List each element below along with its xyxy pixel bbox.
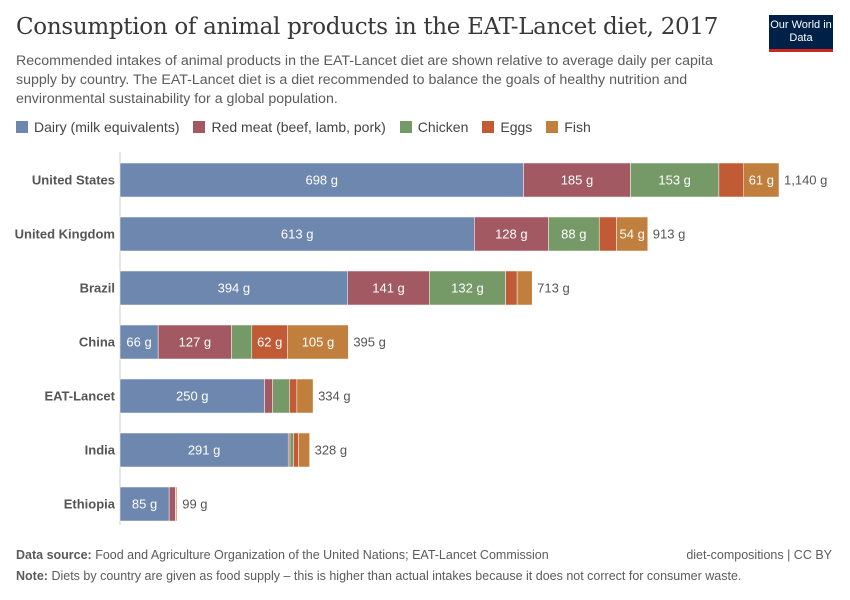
- data-source: Data source: Food and Agriculture Organi…: [16, 548, 549, 562]
- category-label: EAT-Lancet: [44, 389, 115, 404]
- segment-label: 291 g: [188, 443, 221, 458]
- bar-segment: [289, 432, 294, 468]
- legend: Dairy (milk equivalents) Red meat (beef, …: [16, 119, 591, 135]
- note: Note: Diets by country are given as food…: [16, 569, 741, 583]
- source-text: Food and Agriculture Organization of the…: [95, 548, 549, 562]
- legend-label: Dairy (milk equivalents): [34, 119, 180, 135]
- category-label: United Kingdom: [15, 227, 115, 242]
- total-label: 334 g: [318, 389, 351, 404]
- bar-segment: [743, 162, 780, 198]
- segment-label: 132 g: [451, 281, 484, 296]
- bar-segment: [168, 486, 176, 522]
- legend-item[interactable]: Red meat (beef, lamb, pork): [193, 119, 386, 135]
- legend-item[interactable]: Fish: [546, 119, 591, 135]
- segment-label: 128 g: [495, 227, 528, 242]
- segment-label: 105 g: [302, 335, 335, 350]
- bar-segment: [251, 324, 288, 360]
- segment-label: 185 g: [561, 173, 594, 188]
- bar-segment: [175, 486, 178, 522]
- segment-label: 613 g: [281, 227, 314, 242]
- legend-label: Eggs: [500, 119, 533, 135]
- segment-label: 250 g: [176, 389, 209, 404]
- bar-segment: [298, 432, 310, 468]
- category-label: China: [79, 335, 116, 350]
- bar-segment: [119, 162, 524, 198]
- bar-segment: [598, 216, 617, 252]
- total-label: 713 g: [537, 281, 570, 296]
- chart-subtitle: Recommended intakes of animal products i…: [16, 53, 713, 107]
- legend-item[interactable]: Eggs: [482, 119, 532, 135]
- legend-label: Fish: [564, 119, 591, 135]
- legend-label: Chicken: [417, 119, 469, 135]
- legend-swatch: [399, 121, 412, 133]
- bar-segment: [119, 270, 349, 306]
- note-label: Note:: [16, 569, 48, 583]
- segment-label: 66 g: [126, 335, 151, 350]
- category-label: United States: [32, 173, 115, 188]
- segment-label: 61 g: [749, 173, 774, 188]
- bar-segment: [630, 162, 720, 198]
- note-text: Diets by country are given as food suppl…: [51, 569, 742, 583]
- bar-segment: [119, 432, 289, 468]
- bar-segment: [505, 270, 518, 306]
- category-label: India: [85, 443, 116, 458]
- bar-segment: [272, 378, 290, 414]
- bar-segment: [516, 270, 533, 306]
- segment-label: 88 g: [561, 227, 586, 242]
- total-label: 913 g: [653, 227, 686, 242]
- bar-segment: [289, 378, 298, 414]
- bar-segment: [293, 432, 299, 468]
- segment-label: 141 g: [372, 281, 405, 296]
- bar-segment: [296, 378, 314, 414]
- segment-label: 394 g: [218, 281, 251, 296]
- bar-segment: [429, 270, 506, 306]
- bar-segment: [264, 378, 273, 414]
- segment-label: 62 g: [257, 335, 282, 350]
- bar-segment: [548, 216, 600, 252]
- segment-label: 85 g: [132, 497, 157, 512]
- bar-segment: [347, 270, 430, 306]
- source-label: Data source:: [16, 548, 92, 562]
- category-label: Ethiopia: [64, 497, 116, 512]
- bar-segment: [718, 162, 744, 198]
- bar-segment: [474, 216, 549, 252]
- total-label: 328 g: [315, 443, 348, 458]
- chart-title: Consumption of animal products in the EA…: [16, 14, 719, 40]
- total-label: 395 g: [353, 335, 386, 350]
- legend-swatch: [16, 121, 28, 133]
- segment-label: 153 g: [658, 173, 691, 188]
- legend-item[interactable]: Chicken: [399, 119, 469, 135]
- legend-swatch: [482, 121, 495, 133]
- bar-segment: [287, 324, 349, 360]
- legend-swatch: [193, 121, 206, 133]
- segment-label: 698 g: [305, 173, 338, 188]
- chart-url[interactable]: diet-compositions | CC BY: [686, 548, 832, 562]
- total-label: 99 g: [182, 497, 207, 512]
- bar-segment: [119, 216, 475, 252]
- bar-segment: [523, 162, 631, 198]
- legend-label: Red meat (beef, lamb, pork): [211, 119, 386, 135]
- legend-item[interactable]: Dairy (milk equivalents): [16, 119, 179, 135]
- bar-segment: [157, 324, 232, 360]
- category-label: Brazil: [80, 281, 115, 296]
- legend-swatch: [546, 121, 559, 133]
- owid-logo[interactable]: Our World in Data: [769, 15, 833, 52]
- bar-segment: [287, 432, 291, 468]
- bar-segment: [231, 324, 253, 360]
- bar-segment: [119, 378, 265, 414]
- segment-label: 127 g: [179, 335, 212, 350]
- segment-label: 54 g: [620, 227, 645, 242]
- bar-segment: [616, 216, 649, 252]
- total-label: 1,140 g: [784, 173, 827, 188]
